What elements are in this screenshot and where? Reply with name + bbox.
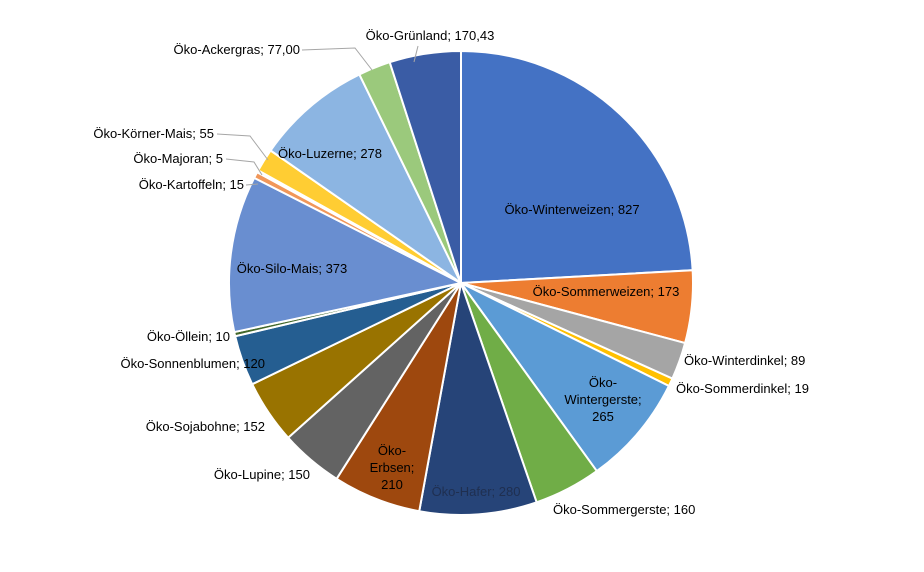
slice-label: Öko-Sommergerste; 160 bbox=[553, 502, 695, 517]
leader-line bbox=[245, 183, 259, 186]
slice-label: Öko-Luzerne; 278 bbox=[278, 146, 382, 161]
slice-label: Öko-Kartoffeln; 15 bbox=[139, 177, 244, 192]
pie-slice bbox=[460, 282, 671, 473]
leader-lines bbox=[216, 45, 419, 186]
leader-line bbox=[225, 158, 263, 176]
pie-slice bbox=[228, 176, 464, 334]
pie-slice bbox=[388, 49, 462, 284]
slice-label: Öko-Grünland; 170,43 bbox=[366, 28, 495, 43]
slice-label: Öko-Sonnenblumen; 120 bbox=[120, 356, 265, 371]
pie-slice bbox=[269, 73, 464, 287]
slice-label: Öko-Winterdinkel; 89 bbox=[684, 353, 805, 368]
slice-label: Öko-Ackergras; 77,00 bbox=[174, 42, 300, 57]
slice-label: Öko-Hafer; 280 bbox=[432, 484, 521, 499]
leader-line bbox=[413, 45, 419, 63]
slice-label: Öko-Wintergerste; 265 bbox=[564, 375, 641, 424]
pie-slices bbox=[228, 49, 695, 516]
slice-label: Öko-Körner-Mais; 55 bbox=[93, 126, 214, 141]
slice-label: Öko-Majoran; 5 bbox=[133, 151, 223, 166]
slice-label: Öko-Winterweizen; 827 bbox=[504, 202, 639, 217]
pie-slice bbox=[460, 49, 694, 285]
slice-label: Öko-Lupine; 150 bbox=[214, 467, 310, 482]
slice-label: Öko-Sommerweizen; 173 bbox=[533, 284, 680, 299]
slice-labels: Öko-Winterweizen; 827 Öko-Sommerweizen; 1… bbox=[93, 28, 809, 517]
slice-label: Öko-Erbsen; 210 bbox=[370, 443, 415, 492]
slice-label: Öko-Sommerdinkel; 19 bbox=[676, 381, 809, 396]
leader-line bbox=[301, 47, 373, 71]
slice-label: Öko-Öllein; 10 bbox=[147, 329, 230, 344]
pie-slice bbox=[418, 279, 538, 516]
leader-line bbox=[216, 133, 269, 161]
slice-label: Öko-Silo-Mais; 373 bbox=[237, 261, 348, 276]
slice-label: Öko-Sojabohne; 152 bbox=[146, 419, 265, 434]
